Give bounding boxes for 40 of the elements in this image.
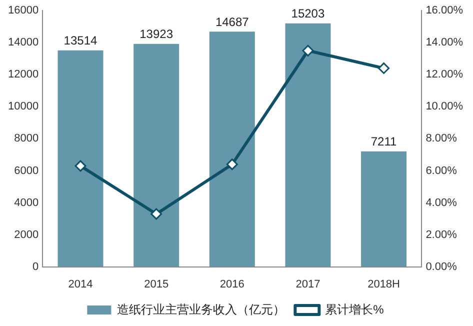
bar (209, 32, 255, 267)
bar (134, 44, 180, 267)
bar (285, 23, 331, 267)
y-tick-label: 2000 (14, 228, 39, 241)
y2-tick-label: 16.00% (426, 4, 464, 17)
point (150, 208, 162, 220)
x-tick-label: 2014 (68, 278, 93, 290)
data-label: 14687 (215, 14, 250, 29)
y-tick-label: 4000 (14, 196, 39, 209)
data-label: 13514 (64, 34, 98, 48)
x-tick-label: 2018H (368, 278, 400, 290)
data-label: 15203 (291, 6, 325, 21)
legend-label: 累计增长% (325, 302, 384, 316)
y2-tick-label: 2.00% (426, 228, 458, 241)
y-tick-label: 16000 (8, 4, 39, 17)
x-tick-label: 2015 (144, 278, 169, 290)
y-tick-label: 10000 (8, 100, 39, 113)
data-label: 13923 (140, 27, 174, 42)
y2-tick-label: 4.00% (426, 196, 458, 209)
y2-tick-label: 14.00% (426, 36, 464, 49)
y2-tick-label: 10.00% (426, 100, 464, 113)
y2-tick-label: 12.00% (426, 68, 464, 81)
bar (58, 50, 104, 267)
x-tick-label: 2016 (220, 278, 244, 290)
y-tick-label: 12000 (8, 68, 39, 81)
point (302, 44, 314, 56)
y2-tick-label: 8.00% (426, 132, 458, 145)
legend-label: 造纸行业主营业务收入（亿元） (117, 302, 286, 316)
y2-tick-label: 0.00% (426, 260, 458, 273)
point (74, 160, 86, 172)
y-tick-label: 0 (32, 260, 39, 273)
data-label: 7211 (370, 134, 398, 149)
y2-tick-label: 6.00% (426, 164, 458, 177)
x-tick-label: 2017 (296, 278, 320, 290)
y-tick-label: 6000 (14, 164, 39, 177)
point (226, 158, 238, 170)
bar (361, 151, 407, 267)
y-tick-label: 14000 (8, 36, 39, 49)
y-tick-label: 8000 (14, 132, 39, 145)
point (378, 62, 390, 74)
